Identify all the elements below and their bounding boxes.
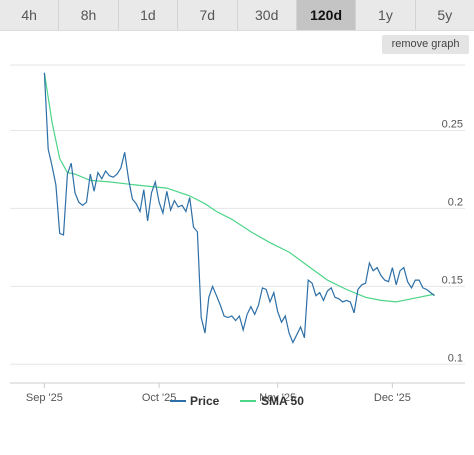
tab-30d[interactable]: 30d bbox=[238, 0, 297, 30]
tab-120d[interactable]: 120d bbox=[296, 0, 357, 30]
time-range-tabs: 4h 8h 1d 7d 30d 120d 1y 5y bbox=[0, 0, 474, 31]
tab-7d[interactable]: 7d bbox=[178, 0, 238, 30]
remove-graph-button[interactable]: remove graph bbox=[382, 35, 469, 54]
price-series-line bbox=[43, 72, 435, 344]
y-tick-label-0.1: 0.1 bbox=[448, 352, 463, 364]
tab-5y[interactable]: 5y bbox=[437, 7, 453, 23]
tab-4h[interactable]: 4h bbox=[0, 0, 60, 30]
y-tick-label-0.25: 0.25 bbox=[442, 118, 463, 130]
sma-50-series-line bbox=[43, 72, 435, 303]
legend-sma-50-label[interactable]: SMA 50 bbox=[261, 394, 304, 408]
tab-1d[interactable]: 1d bbox=[119, 0, 179, 30]
tab-1y[interactable]: 1y bbox=[356, 0, 416, 30]
grid-lines bbox=[10, 64, 465, 365]
x-tick-label-sep: Sep '25 bbox=[26, 392, 63, 404]
legend-price-label[interactable]: Price bbox=[190, 394, 220, 408]
x-tick-label-oct: Oct '25 bbox=[142, 392, 177, 404]
x-tick-labels: Sep '25 Oct '25 Nov '25 Dec '25 bbox=[26, 392, 411, 404]
x-tick-label-nov: Nov '25 bbox=[259, 392, 296, 404]
y-tick-labels: 0.25 0.2 0.15 0.1 bbox=[442, 118, 463, 364]
tab-8h[interactable]: 8h bbox=[59, 0, 119, 30]
y-tick-label-0.2: 0.2 bbox=[448, 196, 463, 208]
x-tick-label-dec: Dec '25 bbox=[374, 392, 411, 404]
legend[interactable]: Price SMA 50 bbox=[170, 394, 304, 408]
x-tick-marks bbox=[43, 383, 393, 388]
y-tick-label-0.15: 0.15 bbox=[442, 274, 463, 286]
